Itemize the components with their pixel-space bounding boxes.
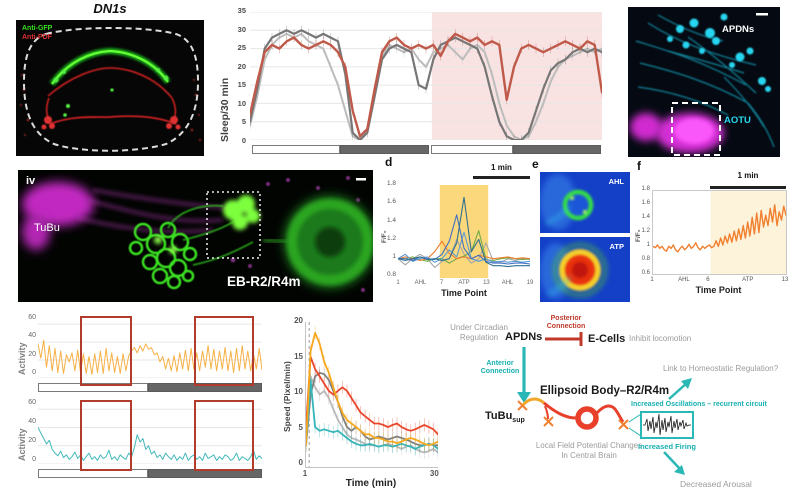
panel-d-letter: d bbox=[385, 155, 393, 169]
under-circadian-label: Under Circadian Regulation bbox=[450, 323, 508, 342]
panel-d-chart bbox=[398, 185, 530, 278]
day-bar bbox=[38, 383, 148, 392]
arousal-arrow bbox=[663, 451, 685, 475]
highlight-box bbox=[80, 316, 132, 386]
posterior-connection-label: Posterior Connection bbox=[546, 315, 586, 331]
atp-heatmap-art bbox=[540, 237, 630, 302]
speed-chart bbox=[306, 322, 438, 467]
panel-e-ahl-image: AHL bbox=[540, 172, 630, 233]
apdns-label: APDNs bbox=[722, 24, 755, 35]
panel-d-xticks: 1 AHL 7 ATP 13 AHL 19 bbox=[396, 280, 534, 286]
apdns-node: APDNs bbox=[505, 331, 543, 343]
ahl-heatmap-art bbox=[540, 172, 630, 233]
panel-f-letter: f bbox=[637, 159, 641, 173]
tubu-micrograph: iv TuBu EB-R2/R4m bbox=[18, 170, 373, 302]
speed-plot-frame bbox=[305, 322, 438, 468]
ahl-image-label: AHL bbox=[608, 177, 624, 186]
night-bar bbox=[148, 383, 262, 392]
arousal-label: Decreased Arousal bbox=[680, 479, 752, 489]
highlight-box bbox=[80, 400, 132, 471]
tubu-node: TuBusup bbox=[485, 410, 525, 424]
panel-f-chart bbox=[653, 191, 786, 274]
dn1s-stain-red-label: Anti-PDF bbox=[22, 34, 52, 41]
dn1s-stain-green-label: Anti-GFP bbox=[22, 25, 53, 32]
sleep-yticks: 35 30 25 20 15 10 5 0 bbox=[237, 6, 246, 145]
night-bar bbox=[513, 145, 601, 154]
diagram-art bbox=[517, 332, 694, 475]
activity2-yticks: 60 40 20 0 bbox=[28, 399, 36, 463]
apdns-micrograph: APDNs AOTU bbox=[628, 7, 780, 157]
tubu-node-text: TuBu bbox=[485, 410, 513, 422]
panel-f-xlabel: Time Point bbox=[695, 285, 742, 295]
panel-f-plot-frame bbox=[652, 190, 787, 275]
inhibition-arrow bbox=[545, 332, 583, 346]
oscillations-label: Increased Oscillations – recurrent circu… bbox=[631, 401, 767, 408]
tubu-label: TuBu bbox=[34, 222, 60, 234]
panel-e-atp-image: ATP bbox=[540, 237, 630, 302]
panel-f-yticks: 1.8 1.6 1.4 1.2 1 0.8 0.6 bbox=[641, 186, 650, 276]
tubu-node-sub: sup bbox=[512, 417, 525, 425]
ecells-node: E-Cells bbox=[588, 333, 626, 345]
tubu-art bbox=[18, 170, 373, 302]
dn1s-title: DN1s bbox=[93, 1, 127, 16]
highlight-box bbox=[194, 316, 254, 386]
recurrent-circuit-glyph bbox=[517, 397, 629, 430]
lfp-label: Local Field Potential Changes In Central… bbox=[535, 441, 643, 460]
panel-d-scalebar bbox=[473, 176, 530, 179]
apdns-art bbox=[628, 7, 780, 157]
panel-f-xticks: 1 AHL 6 ATP 13 bbox=[650, 277, 789, 283]
speed-xlabel: Time (min) bbox=[345, 478, 397, 489]
homeostatic-arrow bbox=[668, 378, 692, 400]
panel-f-scalebar-label: 1 min bbox=[737, 171, 759, 180]
homeostatic-label: Link to Homeostatic Regulation? bbox=[663, 364, 779, 373]
panel-f-scalebar bbox=[710, 186, 786, 189]
speed-xticks: 1 30 bbox=[302, 469, 439, 478]
firing-label: Increased Firing bbox=[638, 442, 696, 451]
sleep-chart bbox=[250, 12, 602, 140]
summary-diagram: Under Circadian Regulation APDNs Posteri… bbox=[445, 315, 800, 497]
day-bar bbox=[431, 145, 513, 154]
panel-e-letter: e bbox=[532, 157, 539, 171]
aotu-label: AOTU bbox=[724, 115, 751, 126]
panel-d-scalebar-label: 1 min bbox=[491, 163, 512, 172]
ellipsoid-body-node: Ellipsoid Body–R2/R4m bbox=[540, 385, 670, 397]
day-bar bbox=[252, 145, 340, 154]
dn1s-micrograph: Anti-GFP Anti-PDF bbox=[16, 20, 204, 156]
firing-box bbox=[628, 411, 694, 439]
anterior-connection-label: Anterior Connection bbox=[480, 360, 520, 376]
activity1-daynight-bar bbox=[38, 383, 262, 392]
activity2-chart bbox=[38, 408, 262, 464]
anterior-arrow bbox=[517, 347, 531, 403]
activity1-chart bbox=[38, 323, 262, 378]
atp-image-label: ATP bbox=[609, 242, 624, 251]
dn1s-art bbox=[16, 20, 204, 156]
sleep-daynight-bar bbox=[250, 145, 602, 154]
panel-d-xlabel: Time Point bbox=[441, 288, 487, 298]
activity1-yticks: 60 40 20 0 bbox=[28, 314, 36, 376]
inhibit-locomotion-label: Inhibit locomotion bbox=[629, 334, 692, 343]
tubu-panel-index: iv bbox=[26, 175, 36, 187]
highlight-box bbox=[194, 400, 254, 471]
night-bar bbox=[340, 145, 429, 154]
panel-d-yticks: 1.8 1.6 1.4 1.2 1 0.8 bbox=[386, 180, 396, 279]
eb-label: EB-R2/R4m bbox=[227, 274, 301, 289]
speed-yticks: 20 15 10 5 0 bbox=[294, 316, 303, 467]
